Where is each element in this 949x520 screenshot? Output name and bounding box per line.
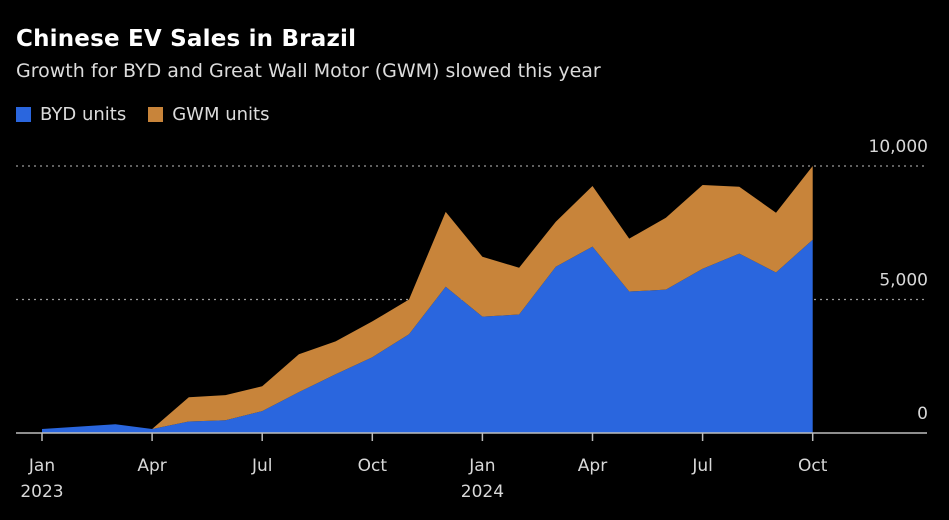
x-tick-label: Oct [798,456,828,476]
y-tick-label: 5,000 [879,271,928,291]
y-axis-labels: 0 5,000 10,000 [869,137,928,424]
gridlines [16,165,927,301]
x-axis: Jan 2023 Apr Jul Oct Jan 2024 Apr Jul Oct [16,432,927,502]
x-tick-label: Jul [251,456,273,476]
y-tick-label: 10,000 [869,137,928,157]
legend-swatch-byd [16,107,31,122]
legend-item-gwm: GWM units [148,104,269,125]
chart-title: Chinese EV Sales in Brazil [16,26,357,52]
legend-swatch-gwm [148,107,164,122]
x-tick-label: Apr [137,456,166,476]
x-tick-year-label: 2023 [20,482,63,502]
legend-label-gwm: GWM units [172,104,270,125]
legend-label-byd: BYD units [40,104,127,125]
chart-subtitle: Growth for BYD and Great Wall Motor (GWM… [16,60,601,82]
legend-item-byd: BYD units [16,104,126,125]
x-tick-label: Jan [468,456,495,476]
area-series [42,166,813,433]
x-tick-label: Jul [691,456,713,476]
legend: BYD units GWM units [16,104,291,125]
x-tick-label: Jan [28,456,55,476]
x-tick-label: Apr [578,456,607,476]
area-byd [42,239,813,433]
area-gwm [42,166,813,429]
x-tick-year-label: 2024 [461,482,504,502]
x-tick-label: Oct [358,456,388,476]
y-tick-label: 0 [917,404,928,424]
